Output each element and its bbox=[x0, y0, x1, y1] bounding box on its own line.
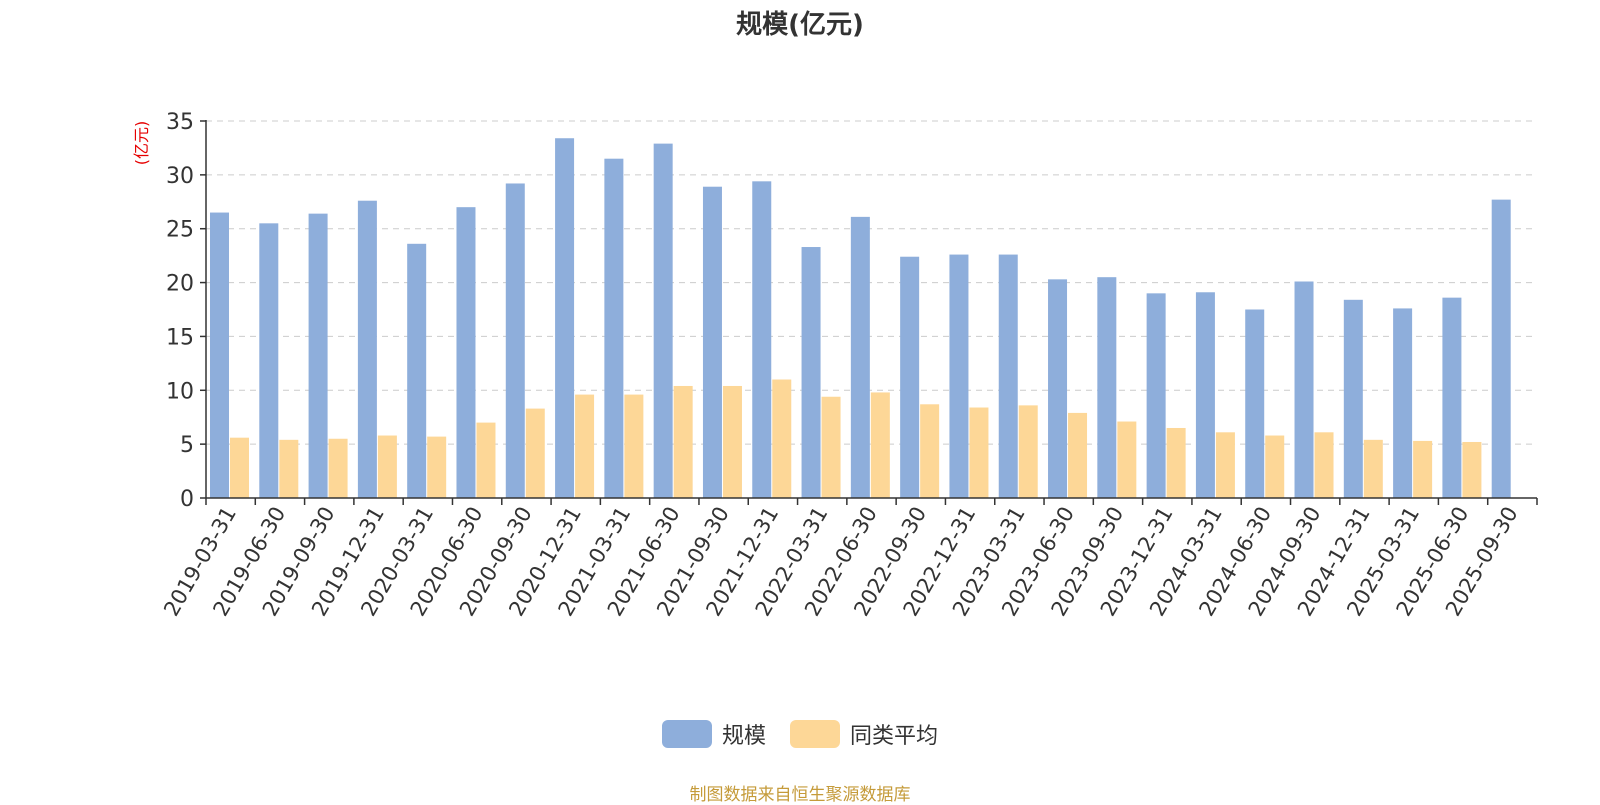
bar-peer-average bbox=[328, 438, 348, 498]
bar-scale bbox=[801, 247, 821, 498]
bar-scale bbox=[900, 256, 920, 498]
bar-scale bbox=[456, 207, 476, 498]
bar-scale bbox=[1393, 308, 1413, 498]
bar-scale bbox=[357, 200, 377, 499]
legend-label: 同类平均 bbox=[850, 724, 939, 749]
bar-peer-average bbox=[722, 385, 742, 498]
bar-scale bbox=[210, 212, 229, 499]
bar-peer-average bbox=[575, 394, 595, 498]
bar-scale bbox=[259, 223, 279, 499]
bar-peer-average bbox=[427, 436, 447, 498]
bar-scale bbox=[702, 186, 722, 498]
bar-scale bbox=[1294, 281, 1314, 498]
bar-peer-average bbox=[1117, 421, 1137, 498]
bar-peer-average bbox=[476, 422, 496, 498]
bar-scale bbox=[949, 254, 969, 498]
bar-scale bbox=[1442, 297, 1462, 498]
y-tick-label: 20 bbox=[166, 272, 194, 297]
bar-peer-average bbox=[1265, 435, 1285, 498]
y-axis-unit-label: (亿元) bbox=[132, 121, 151, 166]
bar-peer-average bbox=[624, 394, 644, 498]
source-note: 制图数据来自恒生聚源数据库 bbox=[689, 785, 911, 805]
bar-peer-average bbox=[1314, 432, 1334, 498]
bar-scale bbox=[1343, 299, 1363, 498]
bar-peer-average bbox=[1462, 441, 1482, 498]
y-tick-label: 5 bbox=[180, 433, 194, 458]
legend-label: 规模 bbox=[721, 724, 766, 749]
bar-peer-average bbox=[673, 385, 693, 498]
y-tick-label: 10 bbox=[166, 379, 194, 404]
bar-scale bbox=[505, 183, 525, 498]
bar-peer-average bbox=[870, 392, 890, 498]
y-tick-label: 30 bbox=[166, 164, 194, 189]
bar-scale bbox=[1491, 199, 1511, 499]
bar-scale bbox=[998, 254, 1018, 498]
bar-scale bbox=[1195, 292, 1215, 498]
legend-item-scale[interactable]: 规模 bbox=[661, 718, 766, 750]
bar-scale bbox=[407, 243, 427, 498]
bar-scale bbox=[752, 181, 772, 498]
bar-peer-average bbox=[1215, 432, 1235, 498]
bar-peer-average bbox=[1413, 440, 1433, 498]
bar-peer-average bbox=[1068, 412, 1088, 498]
y-tick-label: 25 bbox=[166, 218, 194, 243]
legend-swatch bbox=[661, 720, 712, 748]
bar-peer-average bbox=[969, 407, 989, 498]
bar-peer-average bbox=[1363, 439, 1383, 498]
bar-peer-average bbox=[279, 439, 299, 498]
bar-peer-average bbox=[230, 437, 249, 498]
bar-scale bbox=[555, 138, 575, 498]
y-tick-label: 15 bbox=[166, 325, 194, 350]
bar-peer-average bbox=[821, 396, 841, 498]
bars bbox=[210, 138, 1511, 499]
bar-peer-average bbox=[920, 404, 940, 498]
legend: 规模 同类平均 bbox=[0, 718, 1600, 750]
bar-scale bbox=[1146, 293, 1166, 498]
bar-scale bbox=[1048, 279, 1068, 498]
bar-scale bbox=[1245, 309, 1265, 498]
bar-scale bbox=[604, 158, 624, 498]
legend-item-peer-average[interactable]: 同类平均 bbox=[790, 718, 938, 750]
y-tick-label: 35 bbox=[166, 110, 194, 135]
bar-peer-average bbox=[1018, 405, 1038, 498]
legend-swatch bbox=[790, 720, 840, 748]
bar-scale bbox=[653, 143, 673, 498]
bar-peer-average bbox=[1166, 427, 1186, 498]
bar-peer-average bbox=[772, 379, 792, 498]
bar-scale bbox=[308, 213, 328, 499]
bar-peer-average bbox=[377, 435, 397, 498]
y-tick-label: 0 bbox=[180, 487, 194, 512]
chart-title: 规模(亿元) bbox=[736, 10, 864, 40]
bar-scale bbox=[850, 216, 870, 498]
bar-scale bbox=[1097, 277, 1117, 498]
bar-peer-average bbox=[525, 408, 545, 498]
